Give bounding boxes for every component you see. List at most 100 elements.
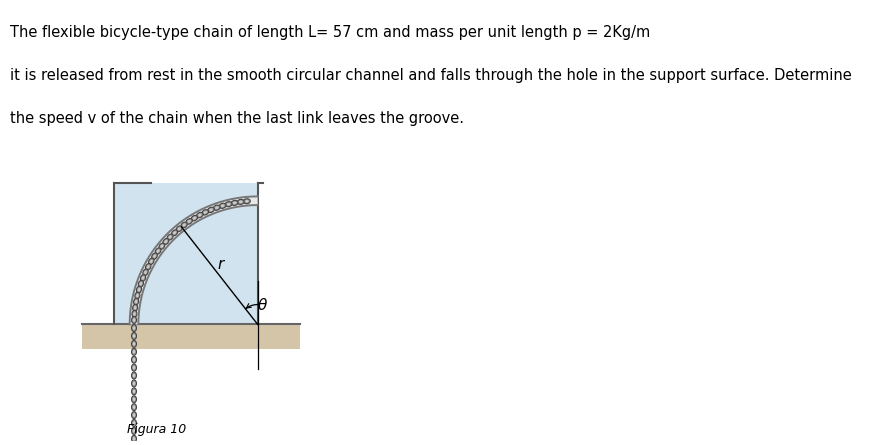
Ellipse shape — [144, 271, 147, 274]
Ellipse shape — [239, 201, 242, 203]
Ellipse shape — [163, 239, 169, 245]
Ellipse shape — [133, 437, 135, 441]
Ellipse shape — [183, 223, 186, 227]
Ellipse shape — [139, 280, 144, 287]
Text: The flexible bicycle-type chain of length L= 57 cm and mass per unit length p = : The flexible bicycle-type chain of lengt… — [10, 25, 650, 40]
Ellipse shape — [153, 255, 156, 258]
Ellipse shape — [132, 311, 137, 317]
Ellipse shape — [133, 413, 135, 417]
Ellipse shape — [131, 372, 137, 379]
Ellipse shape — [131, 443, 137, 445]
Ellipse shape — [137, 286, 141, 293]
Ellipse shape — [193, 217, 196, 219]
Ellipse shape — [233, 202, 236, 204]
Ellipse shape — [135, 292, 140, 299]
Ellipse shape — [186, 218, 193, 224]
Text: Figura 10: Figura 10 — [127, 423, 186, 436]
Ellipse shape — [133, 421, 135, 425]
Ellipse shape — [133, 405, 135, 409]
Ellipse shape — [198, 214, 202, 216]
Ellipse shape — [133, 312, 136, 316]
Ellipse shape — [169, 235, 171, 239]
Ellipse shape — [133, 334, 135, 338]
Ellipse shape — [221, 205, 225, 207]
Ellipse shape — [135, 300, 138, 303]
Ellipse shape — [173, 231, 176, 234]
Ellipse shape — [133, 390, 135, 393]
Ellipse shape — [226, 203, 230, 206]
Ellipse shape — [148, 258, 154, 265]
Ellipse shape — [131, 332, 137, 340]
Ellipse shape — [131, 396, 137, 403]
Ellipse shape — [210, 209, 212, 211]
Ellipse shape — [131, 340, 137, 348]
Ellipse shape — [156, 250, 160, 253]
Ellipse shape — [131, 412, 137, 419]
Ellipse shape — [133, 397, 135, 401]
Ellipse shape — [167, 234, 173, 240]
Ellipse shape — [131, 348, 137, 355]
Ellipse shape — [143, 269, 148, 275]
Ellipse shape — [133, 366, 135, 369]
Text: it is released from rest in the smooth circular channel and falls through the ho: it is released from rest in the smooth c… — [10, 68, 852, 83]
Ellipse shape — [131, 428, 137, 434]
Ellipse shape — [131, 388, 137, 395]
Ellipse shape — [140, 275, 146, 281]
Ellipse shape — [231, 200, 238, 206]
Ellipse shape — [147, 265, 149, 268]
Text: r: r — [218, 258, 224, 272]
Bar — [82, 324, 299, 349]
Ellipse shape — [131, 356, 137, 363]
Ellipse shape — [178, 227, 181, 230]
Ellipse shape — [133, 298, 139, 305]
Ellipse shape — [131, 364, 137, 371]
Ellipse shape — [161, 245, 163, 248]
Ellipse shape — [196, 212, 203, 218]
Ellipse shape — [187, 220, 191, 223]
Ellipse shape — [139, 282, 142, 285]
Ellipse shape — [219, 203, 226, 208]
Ellipse shape — [171, 230, 178, 236]
Ellipse shape — [131, 435, 137, 442]
Ellipse shape — [133, 318, 135, 322]
Ellipse shape — [203, 211, 207, 214]
Ellipse shape — [245, 200, 249, 202]
Ellipse shape — [142, 276, 145, 279]
Ellipse shape — [243, 199, 250, 204]
Ellipse shape — [176, 226, 182, 232]
Ellipse shape — [215, 206, 218, 209]
Ellipse shape — [164, 240, 167, 243]
Ellipse shape — [131, 404, 137, 411]
Ellipse shape — [226, 202, 232, 207]
Ellipse shape — [133, 382, 135, 385]
Ellipse shape — [159, 243, 165, 249]
Ellipse shape — [202, 210, 209, 215]
Ellipse shape — [133, 342, 135, 346]
Ellipse shape — [138, 288, 140, 291]
Ellipse shape — [132, 304, 138, 311]
Ellipse shape — [133, 350, 135, 353]
Ellipse shape — [150, 260, 153, 263]
Text: the speed v of the chain when the last link leaves the groove.: the speed v of the chain when the last l… — [10, 111, 464, 126]
Ellipse shape — [131, 324, 137, 332]
Ellipse shape — [134, 306, 137, 309]
Ellipse shape — [152, 253, 157, 259]
Bar — [115, 183, 258, 324]
Ellipse shape — [237, 199, 244, 204]
Ellipse shape — [213, 205, 220, 210]
Polygon shape — [130, 196, 258, 324]
Ellipse shape — [133, 374, 135, 377]
Ellipse shape — [133, 429, 135, 433]
Ellipse shape — [131, 420, 137, 426]
Ellipse shape — [191, 215, 198, 221]
Ellipse shape — [208, 207, 214, 213]
Ellipse shape — [146, 263, 151, 270]
Text: θ: θ — [258, 298, 266, 313]
Ellipse shape — [133, 326, 135, 330]
Ellipse shape — [155, 248, 161, 254]
Ellipse shape — [131, 316, 137, 324]
Ellipse shape — [131, 380, 137, 387]
Ellipse shape — [181, 222, 187, 228]
Ellipse shape — [133, 358, 135, 361]
Ellipse shape — [136, 294, 139, 297]
